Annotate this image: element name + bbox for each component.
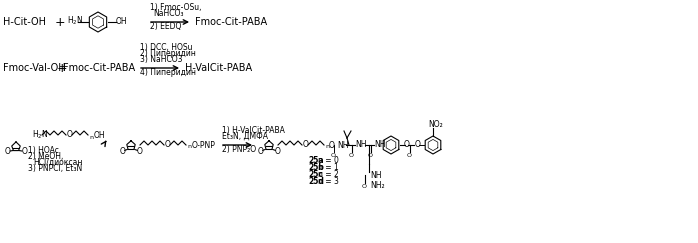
- Text: 3) PNPCl, Et₃N: 3) PNPCl, Et₃N: [28, 164, 82, 173]
- Text: NaHCO₃: NaHCO₃: [153, 9, 184, 18]
- Text: NH: NH: [370, 171, 382, 180]
- Text: n: n: [187, 144, 191, 148]
- Text: n = 2: n = 2: [318, 170, 339, 179]
- Text: n: n: [325, 144, 329, 148]
- Text: n = 1: n = 1: [318, 163, 339, 172]
- Text: +: +: [55, 16, 66, 28]
- Text: 4) Пиперидин: 4) Пиперидин: [140, 68, 196, 77]
- Text: n = 0: n = 0: [318, 156, 339, 165]
- Text: O: O: [407, 153, 412, 157]
- Text: 25b: 25b: [308, 163, 324, 172]
- Text: H$_2$N: H$_2$N: [67, 15, 84, 27]
- Text: O: O: [137, 147, 143, 156]
- Text: O: O: [331, 153, 336, 157]
- Text: O: O: [22, 147, 27, 156]
- Text: 1) Fmoc-OSu,: 1) Fmoc-OSu,: [150, 3, 202, 12]
- Text: 1) DCC, HOSu: 1) DCC, HOSu: [140, 43, 193, 52]
- Text: O: O: [362, 183, 367, 189]
- Text: HCl/диоксан: HCl/диоксан: [33, 158, 82, 167]
- Text: NH: NH: [355, 139, 366, 148]
- Text: O: O: [5, 147, 10, 156]
- Text: NH: NH: [374, 139, 385, 148]
- Text: O: O: [415, 139, 421, 148]
- Text: H-Cit-OH: H-Cit-OH: [3, 17, 46, 27]
- Text: NH: NH: [337, 140, 348, 149]
- Text: +: +: [57, 61, 68, 75]
- Text: NH₂: NH₂: [370, 181, 385, 190]
- Text: NO₂: NO₂: [428, 120, 443, 129]
- Text: Fmoc-Cit-PABA: Fmoc-Cit-PABA: [195, 17, 267, 27]
- Text: O: O: [119, 147, 125, 156]
- Text: O: O: [303, 139, 309, 148]
- Text: 3) NaHCO3: 3) NaHCO3: [140, 55, 182, 64]
- Text: 2) MeOH,: 2) MeOH,: [28, 152, 64, 161]
- Text: n: n: [89, 134, 93, 139]
- Text: H$_2$N: H$_2$N: [32, 129, 48, 141]
- Text: Fmoc-Val-OH: Fmoc-Val-OH: [3, 63, 66, 73]
- Text: 25d: 25d: [308, 176, 324, 185]
- Text: O: O: [349, 153, 354, 157]
- Text: O-PNP: O-PNP: [192, 140, 216, 149]
- Text: n = 3: n = 3: [318, 176, 339, 185]
- Text: O: O: [275, 147, 281, 156]
- Text: 2) EEDQ: 2) EEDQ: [150, 22, 181, 31]
- Text: 1) H-ValCit-PABA: 1) H-ValCit-PABA: [222, 126, 285, 135]
- Text: O: O: [165, 139, 171, 148]
- Text: 25a: 25a: [308, 156, 324, 165]
- Text: 2) Пиперидин: 2) Пиперидин: [140, 49, 196, 58]
- Text: O: O: [257, 147, 263, 156]
- Text: Et₃N, ДМФА: Et₃N, ДМФА: [222, 132, 268, 141]
- Text: OH: OH: [116, 17, 128, 26]
- Text: O: O: [67, 130, 73, 139]
- Text: OH: OH: [94, 130, 105, 139]
- Text: O: O: [404, 139, 410, 148]
- Text: O: O: [368, 153, 373, 157]
- Text: Fmoc-Cit-PABA: Fmoc-Cit-PABA: [63, 63, 135, 73]
- Text: H-ValCit-PABA: H-ValCit-PABA: [185, 63, 252, 73]
- Text: 1) HOAc: 1) HOAc: [28, 146, 59, 155]
- Text: 2) PNP₂O: 2) PNP₂O: [222, 145, 256, 154]
- Text: 25c: 25c: [308, 170, 323, 179]
- Text: O: O: [329, 140, 335, 149]
